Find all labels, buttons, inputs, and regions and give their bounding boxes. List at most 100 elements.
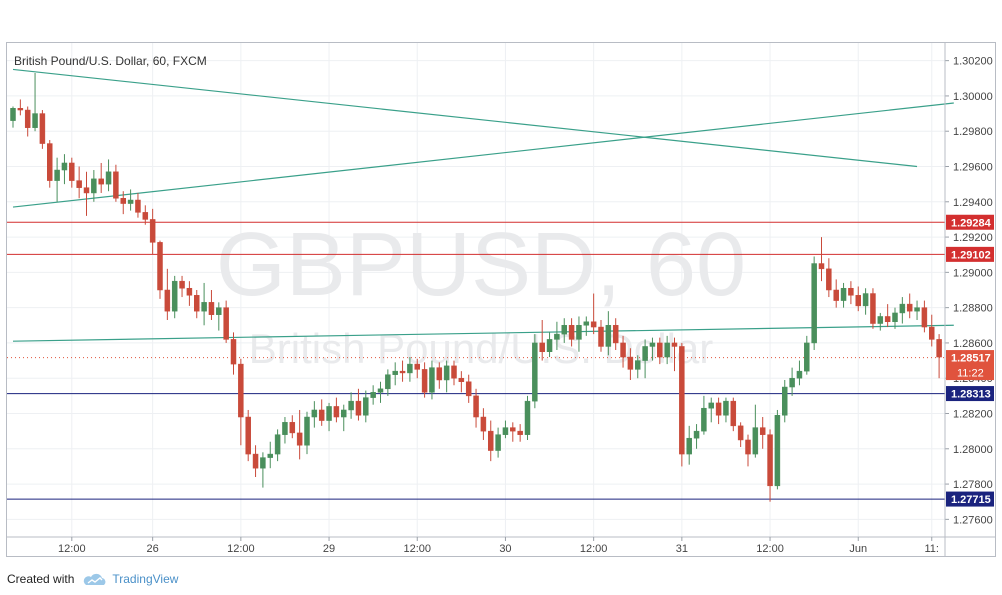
trend-line bbox=[12, 324, 954, 342]
candles bbox=[10, 72, 942, 502]
candle-body bbox=[590, 321, 597, 328]
chart-panel[interactable]: GBPUSD, 60 British Pound/U.S. Dollar 1.3… bbox=[6, 42, 996, 557]
candle-body bbox=[495, 434, 501, 451]
candle-body bbox=[929, 326, 935, 340]
candle-body bbox=[848, 287, 854, 296]
candle-body bbox=[884, 316, 891, 323]
candle-body bbox=[83, 187, 90, 194]
candle-body bbox=[304, 416, 310, 446]
price-label-box bbox=[946, 214, 994, 230]
x-tick-label: 12:00 bbox=[756, 543, 784, 555]
candle-body bbox=[296, 432, 303, 446]
candle-body bbox=[804, 342, 810, 372]
candle-body bbox=[693, 430, 700, 439]
candle-body bbox=[811, 263, 817, 344]
candle-body bbox=[24, 109, 31, 128]
candle-body bbox=[510, 427, 516, 432]
watermark-symbol: GBPUSD, 60 bbox=[216, 215, 746, 315]
candle-body bbox=[252, 453, 259, 469]
footer: Created with TradingView bbox=[0, 563, 1002, 595]
candle-body bbox=[223, 307, 229, 340]
candlestick-chart[interactable]: GBPUSD, 60 British Pound/U.S. Dollar 1.3… bbox=[7, 43, 995, 556]
price-label-box bbox=[946, 491, 994, 507]
y-tick-label: 1.30000 bbox=[953, 91, 993, 103]
candle-body bbox=[767, 434, 773, 487]
x-tick-label: 11: bbox=[925, 543, 939, 555]
candle-body bbox=[407, 363, 413, 374]
candle-body bbox=[480, 416, 487, 432]
candle-body bbox=[789, 377, 795, 388]
y-tick-label: 1.29000 bbox=[953, 267, 993, 279]
candle-body bbox=[708, 402, 714, 409]
bar-countdown: 11:22 bbox=[957, 368, 984, 380]
candle-body bbox=[612, 325, 619, 344]
candle-body bbox=[392, 370, 398, 375]
candle-body bbox=[862, 293, 869, 307]
tradingview-link[interactable]: TradingView bbox=[112, 572, 179, 586]
x-tick-label: Jun bbox=[849, 543, 867, 555]
candle-body bbox=[194, 295, 200, 312]
candle-body bbox=[142, 212, 149, 220]
y-tick-label: 1.27600 bbox=[953, 514, 993, 526]
candle-body bbox=[870, 293, 876, 324]
candle-body bbox=[127, 199, 134, 204]
candle-body bbox=[679, 346, 685, 455]
candle-body bbox=[826, 268, 832, 291]
price-axis[interactable]: 1.30200 1.30000 1.29800 1.29600 1.29400 1.292… bbox=[944, 43, 994, 556]
candle-body bbox=[274, 434, 281, 455]
candle-body bbox=[576, 325, 582, 340]
y-tick-label: 1.27800 bbox=[953, 479, 993, 491]
candle-body bbox=[488, 430, 494, 451]
candle-body bbox=[105, 171, 112, 185]
candle-body bbox=[341, 409, 347, 418]
price-label: 1.29284 bbox=[951, 217, 992, 229]
candle-body bbox=[745, 439, 751, 455]
candle-body bbox=[936, 339, 942, 358]
candle-body bbox=[69, 162, 75, 181]
candle-body bbox=[326, 406, 332, 421]
candle-body bbox=[414, 363, 420, 370]
trend-line bbox=[12, 102, 954, 208]
candle-body bbox=[76, 180, 82, 188]
tradingview-cloud-icon[interactable] bbox=[83, 572, 107, 586]
candle-body bbox=[686, 437, 692, 455]
candle-body bbox=[311, 409, 318, 418]
candle-body bbox=[524, 400, 531, 435]
candle-body bbox=[730, 400, 737, 427]
candle-body bbox=[664, 342, 670, 358]
x-tick-label: 26 bbox=[147, 543, 159, 555]
candle-body bbox=[61, 162, 68, 171]
candle-body bbox=[363, 397, 369, 416]
price-label-box bbox=[946, 246, 994, 262]
price-label: 1.28517 bbox=[951, 353, 991, 365]
candle-body bbox=[318, 409, 325, 421]
candle-body bbox=[465, 381, 472, 397]
candle-body bbox=[921, 307, 928, 328]
candle-body bbox=[429, 367, 435, 393]
candle-body bbox=[171, 280, 178, 312]
x-tick-label: 12:00 bbox=[403, 543, 431, 555]
time-axis[interactable]: 12:00 26 12:00 29 12:00 30 12:00 31 12:00 Jun 11: bbox=[7, 536, 995, 555]
created-with-text: Created with bbox=[7, 572, 75, 586]
candle-body bbox=[186, 287, 193, 296]
candle-body bbox=[657, 342, 663, 358]
candle-body bbox=[561, 325, 567, 335]
candle-body bbox=[436, 367, 443, 381]
x-tick-label: 31 bbox=[676, 543, 688, 555]
y-tick-label: 1.29200 bbox=[953, 232, 993, 244]
candle-body bbox=[782, 386, 788, 416]
candle-body bbox=[458, 377, 465, 382]
candle-body bbox=[627, 356, 634, 370]
candle-body bbox=[282, 422, 288, 435]
x-tick-label: 29 bbox=[323, 543, 335, 555]
candle-body bbox=[723, 400, 729, 416]
candle-body bbox=[421, 369, 428, 393]
candle-body bbox=[568, 325, 575, 340]
price-label-box bbox=[946, 350, 994, 381]
candle-body bbox=[10, 108, 16, 121]
candle-body bbox=[135, 199, 141, 213]
y-tick-label: 1.30200 bbox=[953, 56, 993, 68]
candle-body bbox=[671, 342, 678, 347]
candle-body bbox=[201, 302, 207, 312]
toolbar-strip bbox=[0, 0, 1002, 40]
